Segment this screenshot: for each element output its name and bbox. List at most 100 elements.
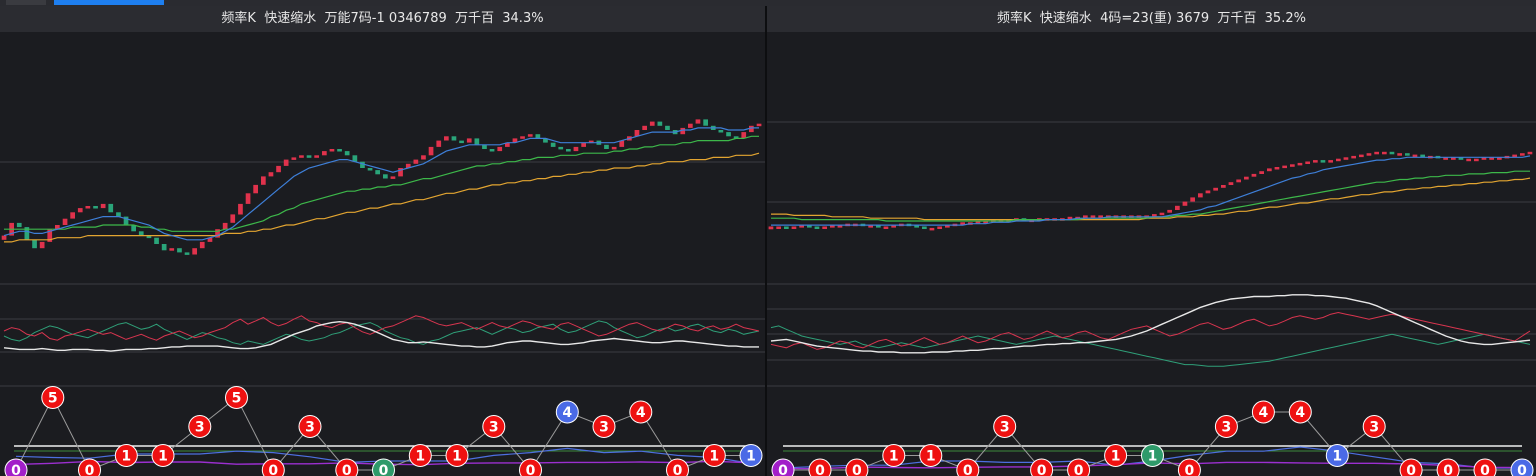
toolbar-tab-active[interactable]: [54, 0, 164, 5]
candle: [1451, 157, 1456, 160]
candle: [108, 203, 114, 213]
candle: [1328, 160, 1333, 163]
candle: [791, 226, 797, 229]
candle: [830, 225, 835, 228]
pattern-number: 4: [1259, 405, 1269, 421]
candle: [581, 142, 586, 147]
pattern-circle: [919, 444, 943, 467]
candle: [344, 151, 350, 156]
candle: [1290, 164, 1295, 167]
pattern-circle: [771, 458, 795, 476]
pattern-number: 1: [709, 449, 719, 465]
candle: [398, 168, 403, 177]
candle: [322, 151, 327, 156]
candle: [77, 208, 83, 213]
pattern-circle: [1141, 444, 1164, 467]
candle: [1443, 157, 1448, 160]
candle: [1083, 215, 1088, 218]
ma-line-long: [4, 152, 760, 243]
candle: [665, 125, 670, 130]
pattern-circle: [1473, 458, 1497, 476]
pattern-number: 0: [1480, 463, 1490, 476]
pattern-number: 3: [599, 420, 609, 436]
candle: [1, 235, 7, 240]
pattern-number: 4: [636, 405, 646, 421]
candle: [413, 159, 419, 164]
candle: [268, 172, 274, 177]
candle: [1251, 173, 1257, 177]
candle: [983, 221, 988, 224]
pattern-number: 4: [1295, 405, 1305, 421]
candle: [1236, 179, 1241, 183]
candle: [733, 136, 739, 139]
candle: [726, 132, 731, 137]
pattern-number: 1: [746, 449, 756, 465]
pattern-number: 3: [1222, 420, 1232, 436]
candle: [1374, 151, 1379, 155]
toolbar-tab[interactable]: [6, 0, 46, 5]
candle: [520, 136, 525, 139]
candle: [215, 229, 220, 238]
candle: [1228, 182, 1234, 185]
candle: [283, 159, 289, 166]
candle: [245, 193, 251, 204]
oscillator-red-line: [3, 315, 760, 341]
pattern-number: 0: [963, 463, 973, 476]
candle: [695, 119, 701, 124]
candle: [39, 241, 45, 249]
candle: [116, 212, 121, 217]
candle: [1305, 161, 1310, 164]
pattern-number: 5: [232, 391, 242, 407]
candle: [558, 146, 564, 150]
candle: [337, 149, 342, 152]
candle: [161, 244, 167, 251]
candle: [1167, 209, 1172, 213]
candle: [306, 155, 312, 158]
candle: [1366, 153, 1372, 156]
candle: [891, 225, 896, 228]
pattern-circle: [592, 415, 616, 438]
candle: [776, 226, 781, 229]
candle: [703, 119, 708, 126]
candle: [543, 138, 548, 143]
candle: [299, 155, 304, 158]
pattern-circle: [1510, 458, 1534, 476]
candle: [276, 165, 281, 173]
candle: [512, 138, 518, 143]
pattern-circle: [1288, 400, 1312, 424]
candle: [131, 225, 136, 232]
candle: [238, 203, 243, 215]
pattern-circle: [114, 444, 138, 467]
pattern-circle: [4, 458, 28, 476]
candle: [1205, 190, 1211, 194]
top-toolbar: [0, 0, 1536, 6]
pattern-circle: [629, 400, 653, 424]
candle: [505, 142, 510, 147]
candle: [207, 237, 213, 242]
candle: [1190, 197, 1195, 202]
candle: [1182, 201, 1188, 206]
pattern-circle: [1030, 458, 1054, 476]
pattern-number: 0: [1074, 463, 1084, 476]
candle: [680, 127, 686, 135]
pattern-circle: [1399, 458, 1423, 476]
candle: [1159, 212, 1165, 216]
candle: [375, 170, 380, 175]
candle: [611, 146, 617, 150]
ma-line-short: [3, 127, 759, 241]
candle: [489, 149, 495, 152]
candle: [230, 214, 236, 223]
candle: [1405, 153, 1410, 156]
candle: [741, 132, 747, 139]
pattern-circle: [1177, 458, 1201, 476]
candle: [619, 140, 625, 147]
candle: [799, 225, 804, 228]
candle: [1282, 165, 1287, 169]
candle: [390, 176, 396, 179]
pattern-circle: [882, 444, 906, 467]
pattern-circle: [408, 444, 432, 467]
candle: [100, 203, 106, 209]
candle: [459, 140, 464, 144]
candle: [421, 155, 426, 160]
pattern-circle: [78, 458, 101, 476]
